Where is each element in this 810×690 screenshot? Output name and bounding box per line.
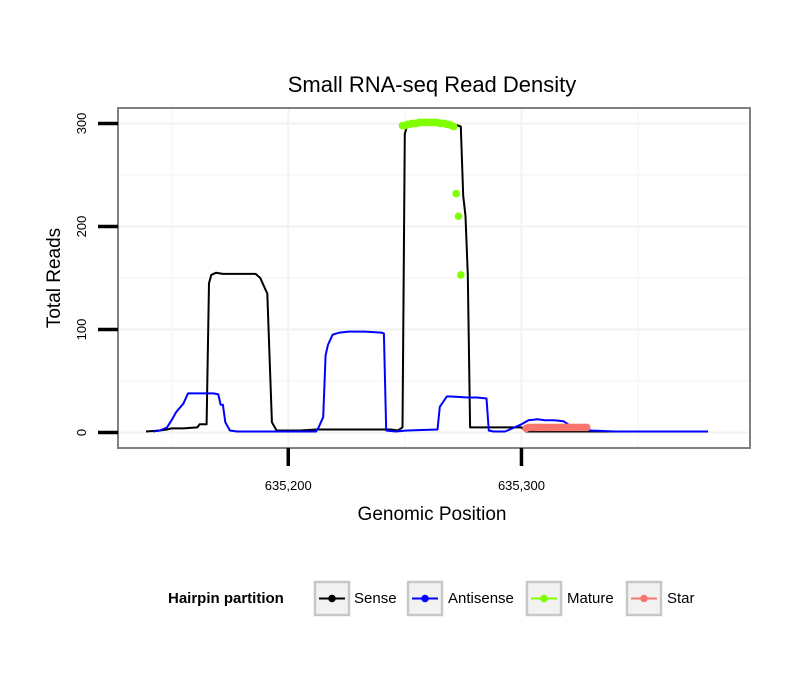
legend: Hairpin partition Sense Antisense Mature St… — [168, 580, 695, 617]
series-line-sense — [145, 121, 708, 433]
y-tick-label: 100 — [74, 319, 89, 341]
axes: 0 100 200 300 635,200 635,300 — [74, 113, 545, 493]
series-line-antisense — [152, 330, 708, 433]
y-tick-label: 200 — [74, 216, 89, 238]
y-tick-label: 0 — [74, 429, 89, 436]
legend-label-sense: Sense — [354, 590, 397, 607]
legend-marker-mature — [540, 594, 548, 603]
y-axis-label: Total Reads — [44, 228, 65, 328]
legend-label-antisense: Antisense — [448, 590, 514, 607]
legend-marker-sense — [328, 594, 336, 603]
data-point-mature — [454, 212, 463, 220]
x-tick-label: 635,300 — [498, 478, 545, 493]
data-point-star — [582, 423, 591, 432]
chart-title: Small RNA-seq Read Density — [288, 72, 577, 97]
legend-marker-antisense — [421, 594, 429, 603]
legend-label-mature: Mature — [567, 590, 614, 607]
legend-marker-star — [640, 594, 648, 603]
series-points — [398, 118, 591, 433]
legend-title: Hairpin partition — [168, 590, 284, 607]
x-tick-label: 635,200 — [265, 478, 312, 493]
data-point-mature — [450, 122, 458, 131]
y-tick-label: 300 — [74, 113, 89, 135]
x-axis-label: Genomic Position — [358, 504, 507, 525]
legend-label-star: Star — [667, 590, 695, 607]
series-lines — [145, 121, 708, 433]
data-point-mature — [457, 271, 465, 279]
data-point-mature — [452, 189, 460, 198]
